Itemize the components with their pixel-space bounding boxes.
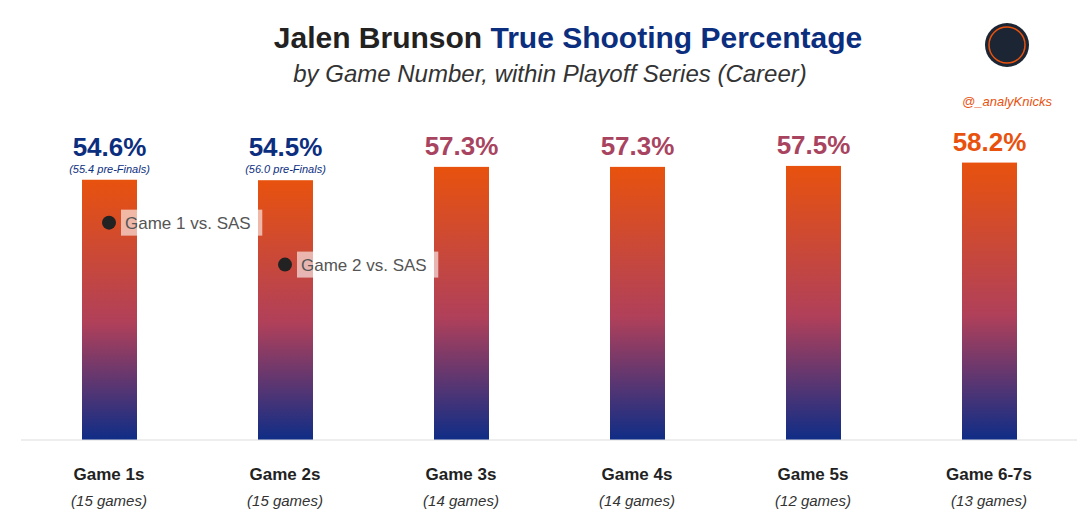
svg-text:(15 games): (15 games) [71, 492, 147, 509]
svg-text:57.5%: 57.5% [777, 130, 851, 160]
svg-text:Game 4s: Game 4s [602, 465, 673, 484]
svg-text:(55.4 pre-Finals): (55.4 pre-Finals) [69, 163, 150, 175]
svg-text:(56.0 pre-Finals): (56.0 pre-Finals) [245, 163, 326, 175]
svg-text:58.2%: 58.2% [953, 127, 1027, 157]
svg-text:@_analyKnicks: @_analyKnicks [962, 94, 1052, 109]
svg-text:Game 6-7s: Game 6-7s [946, 465, 1032, 484]
svg-text:Jalen Brunson True Shooting Pe: Jalen Brunson True Shooting Percentage [274, 21, 862, 54]
svg-text:Game 2 vs. SAS: Game 2 vs. SAS [301, 256, 427, 275]
svg-text:by Game Number, within Playoff: by Game Number, within Playoff Series (C… [293, 60, 807, 87]
svg-text:(13 games): (13 games) [951, 492, 1027, 509]
svg-text:54.5%: 54.5% [249, 132, 323, 162]
svg-text:54.6%: 54.6% [73, 132, 147, 162]
svg-text:57.3%: 57.3% [425, 131, 499, 161]
svg-text:Game 2s: Game 2s [250, 465, 321, 484]
svg-text:Game 1s: Game 1s [74, 465, 145, 484]
svg-text:Game 3s: Game 3s [426, 465, 497, 484]
svg-text:(14 games): (14 games) [423, 492, 499, 509]
svg-text:Game 5s: Game 5s [778, 465, 849, 484]
svg-text:57.3%: 57.3% [601, 131, 675, 161]
svg-text:(14 games): (14 games) [599, 492, 675, 509]
svg-text:Game 1 vs. SAS: Game 1 vs. SAS [125, 214, 251, 233]
svg-text:(15 games): (15 games) [247, 492, 323, 509]
svg-text:(12 games): (12 games) [775, 492, 851, 509]
